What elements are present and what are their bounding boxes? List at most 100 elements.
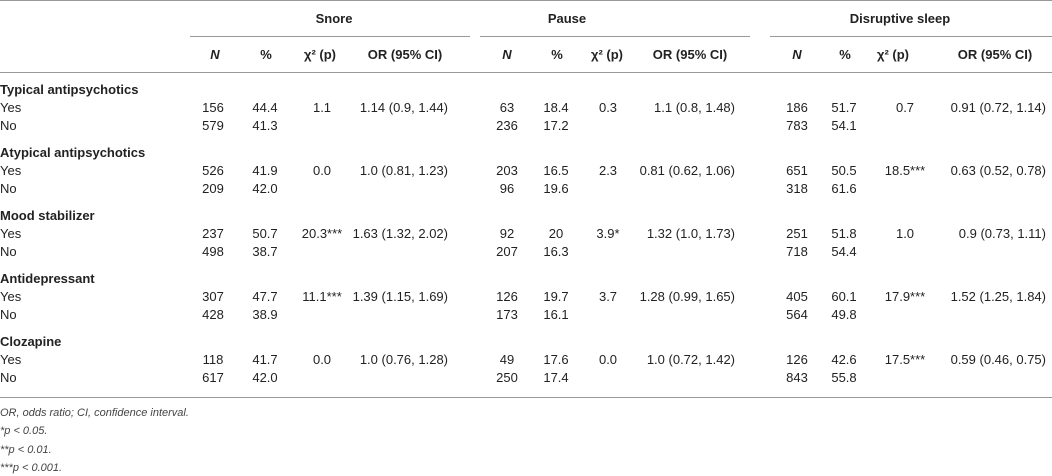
- column-header: χ² (p): [590, 47, 624, 62]
- cell: 126: [496, 289, 518, 304]
- cell: 209: [202, 181, 224, 196]
- cell: 41.3: [252, 118, 278, 133]
- cell: 19.6: [543, 181, 569, 196]
- cell: 49: [499, 352, 515, 367]
- cell: 1.14 (0.9, 1.44): [359, 100, 448, 115]
- cell: 17.9***: [884, 289, 926, 304]
- cell: 17.6: [543, 352, 569, 367]
- column-header: N: [210, 47, 220, 62]
- row-label: Yes: [0, 289, 22, 304]
- row-label: Yes: [0, 226, 22, 241]
- cell: 307: [202, 289, 224, 304]
- column-header: OR (95% CI): [957, 47, 1033, 62]
- cell: 237: [202, 226, 224, 241]
- cell: 0.0: [312, 352, 332, 367]
- cell: 17.2: [543, 118, 569, 133]
- cell: 236: [496, 118, 518, 133]
- rule: [0, 397, 1052, 398]
- cell: 1.0 (0.81, 1.23): [359, 163, 448, 178]
- cell: 1.0 (0.72, 1.42): [646, 352, 735, 367]
- cell: 0.59 (0.46, 0.75): [950, 352, 1046, 367]
- cell: 51.8: [831, 226, 857, 241]
- cell: 1.52 (1.25, 1.84): [950, 289, 1046, 304]
- cell: 18.5***: [884, 163, 926, 178]
- row-label: No: [0, 181, 17, 196]
- row-label: No: [0, 307, 17, 322]
- footnote: **p < 0.01.: [0, 443, 52, 456]
- row-label: Yes: [0, 100, 22, 115]
- cell: 3.7: [598, 289, 618, 304]
- cell: 0.91 (0.72, 1.14): [950, 100, 1046, 115]
- cell: 18.4: [543, 100, 569, 115]
- cell: 11.1***: [302, 289, 342, 304]
- section-title: Typical antipsychotics: [0, 82, 139, 97]
- cell: 61.6: [831, 181, 857, 196]
- cell: 203: [496, 163, 518, 178]
- cell: 186: [786, 100, 808, 115]
- cell: 96: [499, 181, 515, 196]
- cell: 0.3: [598, 100, 618, 115]
- section-title: Antidepressant: [0, 271, 95, 286]
- cell: 718: [786, 244, 808, 259]
- cell: 38.7: [252, 244, 278, 259]
- row-label: No: [0, 244, 17, 259]
- cell: 49.8: [831, 307, 857, 322]
- footnote: *p < 0.05.: [0, 425, 48, 438]
- column-header: OR (95% CI): [652, 47, 728, 62]
- cell: 251: [786, 226, 808, 241]
- row-label: No: [0, 118, 17, 133]
- cell: 51.7: [831, 100, 857, 115]
- cell: 173: [496, 307, 518, 322]
- cell: 20.3***: [301, 226, 343, 241]
- cell: 0.81 (0.62, 1.06): [639, 163, 735, 178]
- cell: 41.7: [252, 352, 278, 367]
- cell: 156: [202, 100, 224, 115]
- cell: 55.8: [831, 370, 857, 385]
- cell: 207: [496, 244, 518, 259]
- column-header: %: [260, 47, 272, 62]
- rule: [770, 36, 1052, 37]
- column-header: N: [502, 47, 512, 62]
- column-header: OR (95% CI): [367, 47, 443, 62]
- cell: 1.0: [895, 226, 915, 241]
- group-header: Pause: [547, 11, 587, 26]
- cell: 126: [786, 352, 808, 367]
- column-header: χ² (p): [303, 47, 337, 62]
- rule: [190, 36, 470, 37]
- cell: 1.1: [312, 100, 332, 115]
- cell: 498: [202, 244, 224, 259]
- cell: 50.7: [252, 226, 278, 241]
- footnote: OR, odds ratio; CI, confidence interval.: [0, 407, 189, 419]
- column-header: %: [551, 47, 563, 62]
- section-title: Clozapine: [0, 334, 62, 349]
- cell: 118: [202, 352, 224, 367]
- cell: 651: [786, 163, 808, 178]
- section-title: Atypical antipsychotics: [0, 145, 146, 160]
- cell: 41.9: [252, 163, 278, 178]
- cell: 564: [786, 307, 808, 322]
- group-header: Disruptive sleep: [849, 11, 951, 26]
- cell: 44.4: [252, 100, 278, 115]
- row-label: Yes: [0, 352, 22, 367]
- cell: 1.63 (1.32, 2.02): [352, 226, 448, 241]
- cell: 16.5: [543, 163, 569, 178]
- column-header: χ² (p): [876, 47, 910, 62]
- cell: 50.5: [831, 163, 857, 178]
- cell: 16.1: [543, 307, 569, 322]
- cell: 42.0: [252, 370, 278, 385]
- footnote: ***p < 0.001.: [0, 461, 63, 474]
- column-header: %: [839, 47, 851, 62]
- cell: 47.7: [252, 289, 278, 304]
- rule: [480, 36, 750, 37]
- cell: 843: [786, 370, 808, 385]
- cell: 20: [548, 226, 564, 241]
- cell: 1.1 (0.8, 1.48): [654, 100, 735, 115]
- cell: 0.0: [312, 163, 332, 178]
- group-header: Snore: [315, 11, 353, 26]
- cell: 0.0: [598, 352, 618, 367]
- cell: 54.4: [831, 244, 857, 259]
- cell: 38.9: [252, 307, 278, 322]
- cell: 63: [499, 100, 515, 115]
- cell: 60.1: [831, 289, 857, 304]
- rule: [0, 0, 1052, 1]
